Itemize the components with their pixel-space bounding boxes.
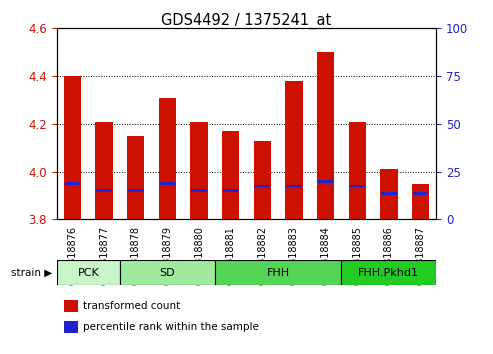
Bar [190,121,208,219]
Bar [64,76,81,219]
Bar [215,260,341,285]
Bar [350,184,365,188]
Bar [349,121,366,219]
Text: SD: SD [160,268,175,278]
Bar [317,52,334,219]
Bar [318,180,333,183]
Bar [96,189,112,192]
Bar [120,260,215,285]
Bar [285,81,303,219]
Text: FHH.Pkhd1: FHH.Pkhd1 [358,268,420,278]
Text: transformed count: transformed count [82,301,180,311]
Bar [341,260,436,285]
Bar [254,184,270,188]
Bar [223,189,239,192]
Text: percentile rank within the sample: percentile rank within the sample [82,322,258,332]
Text: PCK: PCK [77,268,99,278]
Bar [160,182,175,185]
Bar [253,141,271,219]
Bar [380,169,397,219]
Bar [65,182,80,185]
Bar [159,98,176,219]
Text: strain ▶: strain ▶ [10,268,52,278]
Text: GDS4492 / 1375241_at: GDS4492 / 1375241_at [161,12,332,29]
Text: FHH: FHH [267,268,290,278]
Bar [128,189,143,192]
Bar [127,136,144,219]
Bar [286,184,302,188]
Bar [381,192,397,195]
Bar [96,121,113,219]
Bar [57,260,120,285]
Bar [191,189,207,192]
Bar [64,321,77,333]
Bar [412,184,429,219]
Bar [413,192,428,195]
Bar [64,300,77,312]
Bar [222,131,240,219]
